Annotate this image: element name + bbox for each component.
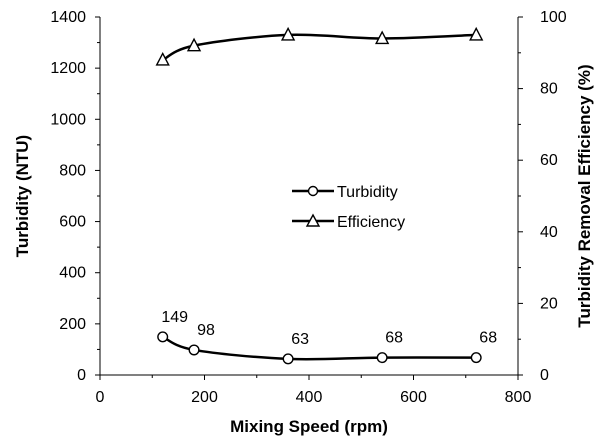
data-point-efficiency: [374, 30, 390, 45]
x-tick-label: 200: [191, 389, 218, 406]
y-right-tick-label: 100: [540, 9, 567, 26]
data-label-turbidity: 68: [385, 330, 403, 347]
y-right-tick-label: 20: [540, 295, 558, 312]
legend-turbidity-label: Turbidity: [337, 184, 398, 201]
y-axis-left-title: Turbidity (NTU): [13, 135, 32, 257]
legend-item-turbidity: Turbidity: [292, 184, 398, 201]
data-label-turbidity: 98: [197, 322, 215, 339]
data-point-turbidity: [470, 352, 482, 364]
series-layer: [155, 26, 484, 365]
y-right-tick-label: 0: [540, 367, 549, 384]
y-left-tick-label: 800: [59, 162, 86, 179]
data-label-turbidity: 68: [479, 330, 497, 347]
data-label-turbidity: 63: [291, 331, 309, 348]
x-axis-title: Mixing Speed (rpm): [230, 417, 388, 436]
data-point-turbidity: [376, 352, 388, 364]
x-tick-label: 800: [505, 389, 532, 406]
y-left-tick-label: 400: [59, 265, 86, 282]
y-left-tick-label: 0: [77, 367, 86, 384]
legend-efficiency-label: Efficiency: [337, 214, 405, 231]
series-line-turbidity: [162, 335, 477, 361]
axis-ticks: 0 200 400 600 800 0 200 400 600 800 1000 1200 1400 0 2…: [50, 9, 566, 406]
legend-turbidity-circle-icon: [307, 185, 319, 197]
x-tick-label: 0: [96, 389, 105, 406]
data-labels: 149 98 63 68 68: [161, 309, 497, 348]
data-point-efficiency: [155, 51, 170, 66]
data-point-efficiency: [280, 26, 296, 41]
data-label-turbidity: 149: [161, 309, 188, 326]
y-left-tick-label: 600: [59, 214, 86, 231]
y-right-tick-label: 40: [540, 224, 558, 241]
y-axis-right-title: Turbidity Removal Efficiency (%): [575, 64, 594, 327]
data-point-turbidity: [157, 331, 169, 343]
y-left-tick-label: 1400: [50, 9, 86, 26]
y-left-tick-label: 1200: [50, 60, 86, 77]
y-right-tick-label: 60: [540, 152, 558, 169]
legend-efficiency-triangle-icon: [305, 213, 321, 227]
y-right-tick-label: 80: [540, 81, 558, 98]
x-tick-label: 600: [400, 389, 427, 406]
legend-item-efficiency: Efficiency: [292, 213, 405, 231]
data-point-turbidity: [282, 353, 294, 365]
data-point-turbidity: [188, 344, 200, 356]
y-left-tick-label: 200: [59, 316, 86, 333]
data-point-efficiency: [186, 37, 202, 52]
series-line-efficiency: [162, 33, 477, 62]
data-point-efficiency: [469, 26, 484, 41]
legend: Turbidity Efficiency: [292, 184, 405, 231]
y-left-tick-label: 1000: [50, 111, 86, 128]
x-tick-label: 400: [296, 389, 323, 406]
